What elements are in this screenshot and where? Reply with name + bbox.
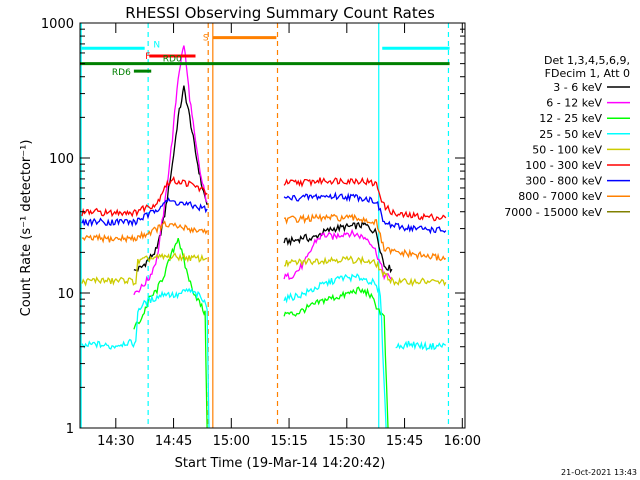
legend-header-1: FDecim 1, Att 0 <box>545 67 630 80</box>
series-line-2-seg-0 <box>133 237 208 428</box>
legend-header-0: Det 1,3,4,5,6,9, <box>544 54 630 67</box>
chart-title: RHESSI Observing Summary Count Rates <box>125 4 435 22</box>
series-line-5-seg-0 <box>81 175 208 218</box>
axes: 1 10 100 1000 14:30 14:45 15:00 15:15 15:30 15:45… <box>41 17 481 449</box>
x-tick-label-3: 15:15 <box>270 434 307 449</box>
y-tick-label-2: 100 <box>49 152 74 167</box>
series-line-2-seg-1 <box>283 286 389 428</box>
series-line-5-seg-1 <box>283 176 447 222</box>
legend-entry-label-1: 6 - 12 keV <box>546 97 602 110</box>
series-line-1-seg-0 <box>133 45 208 296</box>
x-tick-label-2: 15:00 <box>213 434 250 449</box>
series-line-0-seg-1 <box>283 219 393 274</box>
x-tick-label-4: 15:30 <box>328 434 365 449</box>
footer-date: 21-Oct-2021 13:43 <box>561 468 637 477</box>
series-line-3-seg-1 <box>283 273 387 428</box>
series-line-7-seg-0 <box>81 220 208 244</box>
plot-frame <box>79 22 466 429</box>
series-line-6-seg-0 <box>81 197 208 228</box>
flag-label-3: RD6 <box>112 68 131 78</box>
legend-entry-label-2: 12 - 25 keV <box>539 112 602 125</box>
x-tick-label-0: 14:30 <box>97 434 134 449</box>
x-tick-label-1: 14:45 <box>155 434 192 449</box>
x-tick-label-5: 15:45 <box>386 434 423 449</box>
series-line-3-seg-2 <box>395 340 447 352</box>
flag-label-2: RD0 <box>163 55 182 65</box>
legend-entry-label-8: 7000 - 15000 keV <box>504 206 602 219</box>
legend-entry-label-7: 800 - 7000 keV <box>518 190 602 203</box>
flag-label-1: F <box>145 52 150 62</box>
series-line-0-seg-0 <box>133 85 208 272</box>
series-line-4-seg-1 <box>284 255 447 287</box>
y-tick-label-3: 1000 <box>41 17 74 32</box>
series-line-3-seg-0 <box>81 287 210 428</box>
legend-entry-label-3: 25 - 50 keV <box>539 128 602 141</box>
series-line-4-seg-0 <box>81 252 208 287</box>
flag-label-4: S <box>203 34 209 44</box>
x-axis-label: Start Time (19-Mar-14 14:20:42) <box>175 456 386 471</box>
legend-entry-label-5: 100 - 300 keV <box>525 159 602 172</box>
legend-entry-label-4: 50 - 100 keV <box>532 143 602 156</box>
y-tick-label-1: 10 <box>57 287 74 302</box>
flag-label-0: N <box>153 40 160 50</box>
legend-entry-label-6: 300 - 800 keV <box>525 175 602 188</box>
legend-entry-label-0: 3 - 6 keV <box>553 81 602 94</box>
legend: Det 1,3,4,5,6,9,FDecim 1, Att 03 - 6 keV… <box>504 54 630 219</box>
y-tick-label-0: 1 <box>66 422 74 437</box>
series-line-1-seg-1 <box>283 228 393 281</box>
series-line-7-seg-1 <box>283 213 447 262</box>
plot-area: NF RD0 RD6 S <box>80 23 450 428</box>
y-axis-label: Count Rate (s⁻¹ detector⁻¹) <box>19 140 34 317</box>
x-tick-label-6: 16:00 <box>444 434 481 449</box>
series-line-6-seg-1 <box>283 191 447 235</box>
